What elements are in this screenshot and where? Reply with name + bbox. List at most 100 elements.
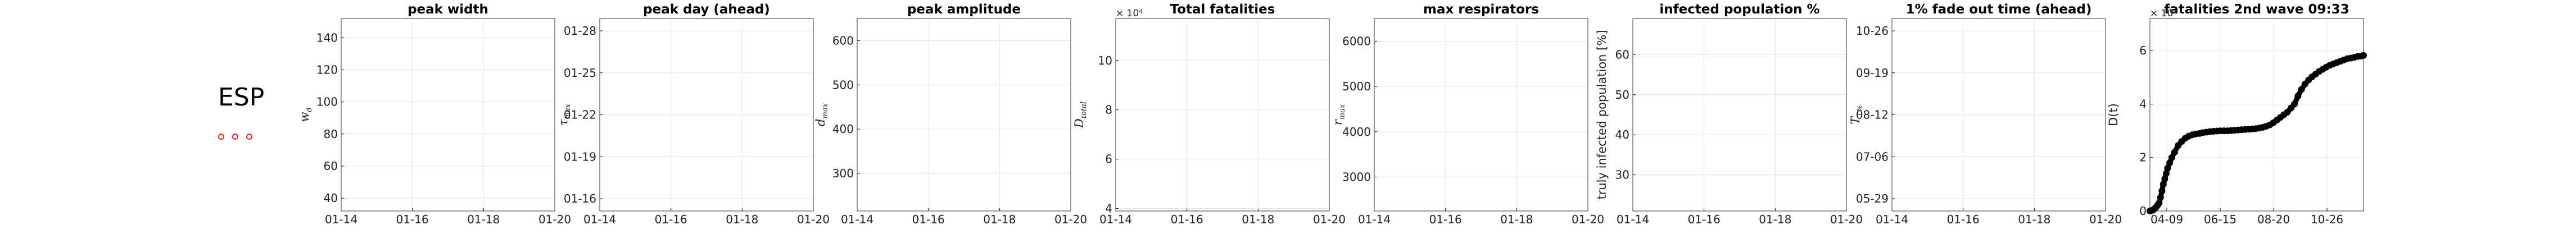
data-point [2166,159,2174,167]
x-tick-label: 01-14 [1876,213,1908,226]
y-tick-label: 60 [1615,48,1629,61]
x-tick-label: 01-20 [1313,213,1346,226]
data-point [2294,93,2302,100]
y-axis-label: dmax [814,103,830,126]
axes-frame [599,18,814,212]
marker-circle [232,134,238,140]
y-label-main: r [1331,118,1344,125]
y-label-sub: max [821,103,830,118]
y-label-sub: max [1338,104,1347,120]
y-tick-label: 40 [1615,128,1629,141]
chart-title: peak amplitude [907,2,1021,17]
y-tick-label: 01-22 [564,108,596,122]
y-axis-label: truly infected population [%] [1595,30,1609,199]
x-tick-label: 01-14 [325,213,357,226]
y-label-sub: total [1080,102,1088,118]
y-tick-label: 80 [324,127,338,141]
x-tick-label: 01-20 [2089,213,2122,226]
y-tick-label: 07-06 [1856,150,1889,163]
x-tick-label: 01-20 [1830,213,1863,226]
x-tick-label: 01-18 [1759,213,1791,226]
y-label-main: τ [556,119,570,126]
x-tick-label: 01-20 [538,213,571,226]
y-tick-label: 10 [1098,54,1112,67]
axes-frame [1632,18,1847,212]
y-label-sub: 1% [1856,105,1864,117]
y-label-sub: d [305,107,314,112]
y-tick-label: 05-29 [1856,192,1889,205]
data-point [2291,100,2298,108]
y-tick-label: 60 [324,159,338,173]
data-point [2156,199,2163,207]
x-tick-label: 01-18 [467,213,500,226]
x-tick-label: 01-14 [583,213,616,226]
y-tick-label: 50 [1615,88,1629,102]
x-tick-label: 01-20 [1572,213,1604,226]
chart-title: Total fatalities [1170,2,1275,17]
data-point [2157,194,2164,201]
x-tick-label: 01-20 [1054,213,1087,226]
data-point [2158,187,2166,195]
data-point [2164,164,2171,172]
y-label-main: d [814,118,827,126]
y-tick-label: 140 [316,31,338,44]
y-tick-label: 3000 [1342,170,1371,183]
y-axis-label: τmax [556,103,572,126]
x-tick-label: 01-16 [655,213,687,226]
data-point [2360,52,2367,59]
data-point [2162,170,2170,177]
y-tick-label: 2 [2139,151,2147,164]
chart-peak-day: 01-14 01-16 01-18 01-20 01-16 01-19 01-22 01-25… [556,2,830,226]
x-tick-label: 10-26 [2311,213,2343,226]
x-tick-label: 01-16 [1429,213,1462,226]
data-point [2298,86,2305,93]
y-tick-label: 8 [1105,103,1112,117]
series-line [2147,53,2366,214]
y-tick-label: 6000 [1342,34,1371,48]
x-tick-label: 06-15 [2204,213,2237,226]
y-tick-label: 6 [1105,153,1112,166]
marker-circle [218,134,224,140]
y-multiplier: × 10⁴ [1116,8,1143,19]
x-tick-label: 01-18 [2018,213,2050,226]
y-tick-label: 30 [1615,168,1629,182]
chart-title: infected population % [1659,2,1819,17]
axes-frame [341,18,555,212]
chart-total-fatalities: 01-14 01-16 01-18 01-20 4 6 8 10 Total fatalitie… [1072,2,1346,226]
axes-frame [1115,18,1330,212]
x-tick-label: 01-18 [1500,213,1533,226]
y-label-sub: max [564,103,572,119]
y-tick-label: 500 [832,78,854,91]
y-tick-label: 300 [832,167,854,180]
x-tick-label: 08-20 [2257,213,2290,226]
y-tick-label: 5000 [1342,80,1371,93]
y-tick-label: 10-26 [1856,24,1889,38]
y-tick-label: 400 [832,122,854,136]
chart-peak-amplitude: 01-14 01-16 01-18 01-20 300 400 500 600 peak amp… [814,2,1087,226]
data-point [2160,181,2167,188]
y-tick-label: 01-28 [564,24,596,38]
legend-markers [218,134,252,140]
y-tick-label: 120 [316,63,338,76]
chart-max-respirators: 01-14 01-16 01-18 01-20 3000 4000 5000 6000 max … [1331,2,1604,226]
x-tick-label: 01-18 [983,213,1016,226]
x-tick-label: 01-16 [1171,213,1203,226]
data-point [2161,175,2168,182]
x-tick-label: 04-09 [2151,213,2183,226]
y-tick-label: 09-19 [1856,66,1889,80]
y-label-main: D [1072,118,1086,129]
axes-frame [1891,18,2106,212]
chart-infected-population: 01-14 01-16 01-18 01-20 30 40 50 60 infected pop… [1595,2,1863,226]
y-multiplier: × 10⁴ [2150,8,2177,19]
chart-title: peak width [408,2,488,17]
y-tick-label: 0 [2139,204,2147,218]
y-tick-label: 6 [2139,44,2147,57]
chart-title: 1% fade out time (ahead) [1906,2,2092,17]
y-axis-label: T1% [1849,105,1864,125]
y-tick-label: 100 [316,95,338,109]
x-tick-label: 01-16 [396,213,429,226]
y-tick-label: 600 [832,34,854,47]
axes-frame [2149,18,2364,212]
axes-frame [1374,18,1588,212]
